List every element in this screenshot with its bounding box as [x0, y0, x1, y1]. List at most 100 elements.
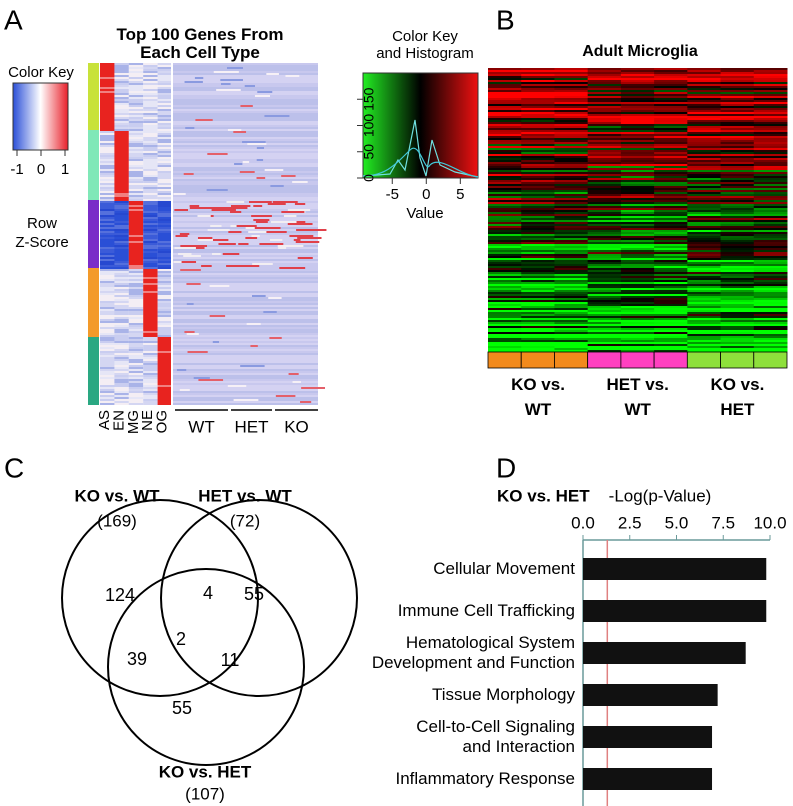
heatmap-cell [554, 284, 589, 286]
heatmap-cell [521, 226, 555, 228]
heatmap-cell [100, 299, 115, 301]
heatmap-cell [720, 198, 755, 200]
heatmap-cell [114, 147, 129, 149]
heatmap-cell [554, 220, 589, 222]
heatmap-cell [521, 270, 555, 272]
heatmap-cell [157, 89, 173, 91]
heatmap-row [172, 345, 318, 347]
heatmap-cell [100, 333, 115, 335]
heatmap-cell [521, 92, 555, 94]
heatmap-cell [114, 171, 129, 173]
heatmap-cell [720, 98, 755, 100]
heatmap-cell [587, 86, 622, 88]
heatmap-cell [620, 122, 655, 124]
heatmap-cell [720, 138, 755, 140]
heatmap-cell [554, 336, 589, 338]
heatmap-cell [687, 124, 722, 126]
heatmap-cell [100, 99, 115, 101]
heatmap-cell [587, 150, 622, 152]
heatmap-cell [157, 173, 173, 175]
heatmap-cell [488, 104, 522, 106]
heatmap-cell [128, 241, 144, 243]
heatmap-cell [128, 173, 144, 175]
heatmap-cell [753, 254, 788, 256]
heatmap-streak [251, 295, 266, 297]
region-count: 55 [244, 584, 264, 604]
heatmap-row [172, 185, 318, 187]
heatmap-cell [720, 218, 755, 220]
heatmap-cell [521, 114, 555, 116]
heatmap-cell [128, 261, 144, 263]
heatmap-cell [128, 85, 144, 87]
heatmap-cell [114, 327, 129, 329]
heatmap-cell [554, 334, 589, 336]
heatmap-cell [687, 342, 722, 344]
heatmap-cell [687, 272, 722, 274]
heatmap-cell [654, 126, 688, 128]
heatmap-cell [554, 94, 589, 96]
heatmap-cell [687, 226, 722, 228]
heatmap-cell [100, 273, 115, 275]
heatmap-cell [654, 154, 688, 156]
heatmap-cell [654, 164, 688, 166]
heatmap-cell [753, 296, 788, 298]
heatmap-cell [720, 70, 755, 72]
heatmap-cell [157, 231, 173, 233]
heatmap-cell [753, 222, 788, 224]
heatmap-cell [157, 295, 173, 297]
group-label: HET [235, 417, 269, 436]
heatmap-cell [114, 323, 129, 325]
heatmap-cell [157, 97, 173, 99]
bar [583, 684, 718, 706]
heatmap-row [172, 183, 318, 185]
heatmap-cell [143, 99, 158, 101]
heatmap-cell [720, 172, 755, 174]
heatmap-cell [620, 284, 655, 286]
heatmap-cell [521, 278, 555, 280]
heatmap-cell [114, 311, 129, 313]
heatmap-row [172, 335, 318, 337]
heatmap-cell [100, 225, 115, 227]
histogram-x-tick-label: 0 [422, 186, 430, 203]
heatmap-cell [128, 243, 144, 245]
heatmap-cell [753, 154, 788, 156]
heatmap-cell [114, 183, 129, 185]
heatmap-cell [620, 140, 655, 142]
heatmap-cell [157, 279, 173, 281]
heatmap-cell [100, 387, 115, 389]
heatmap-cell [128, 93, 144, 95]
heatmap-streak [301, 387, 326, 389]
heatmap-cell [620, 334, 655, 336]
heatmap-cell [488, 242, 522, 244]
heatmap-cell [488, 312, 522, 314]
heatmap-cell [488, 140, 522, 142]
heatmap-cell [554, 92, 589, 94]
heatmap-cell [521, 326, 555, 328]
heatmap-cell [554, 278, 589, 280]
heatmap-cell [654, 146, 688, 148]
heatmap-cell [128, 345, 144, 347]
heatmap-cell [114, 379, 129, 381]
heatmap-row [172, 119, 318, 121]
heatmap-cell [100, 347, 115, 349]
heatmap-cell [753, 118, 788, 120]
heatmap-cell [157, 261, 173, 263]
heatmap-cell [753, 156, 788, 158]
heatmap-cell [654, 238, 688, 240]
heatmap-cell [620, 214, 655, 216]
heatmap-cell [128, 263, 144, 265]
heatmap-streak [189, 205, 200, 207]
heatmap-cell [720, 160, 755, 162]
heatmap-cell [687, 182, 722, 184]
heatmap-cell [554, 196, 589, 198]
heatmap-cell [620, 294, 655, 296]
heatmap-cell [620, 74, 655, 76]
heatmap-cell [157, 343, 173, 345]
heatmap-cell [128, 397, 144, 399]
heatmap-cell [100, 265, 115, 267]
heatmap-cell [654, 202, 688, 204]
heatmap-cell [143, 295, 158, 297]
heatmap-cell [587, 252, 622, 254]
heatmap-cell [687, 196, 722, 198]
heatmap-cell [620, 160, 655, 162]
